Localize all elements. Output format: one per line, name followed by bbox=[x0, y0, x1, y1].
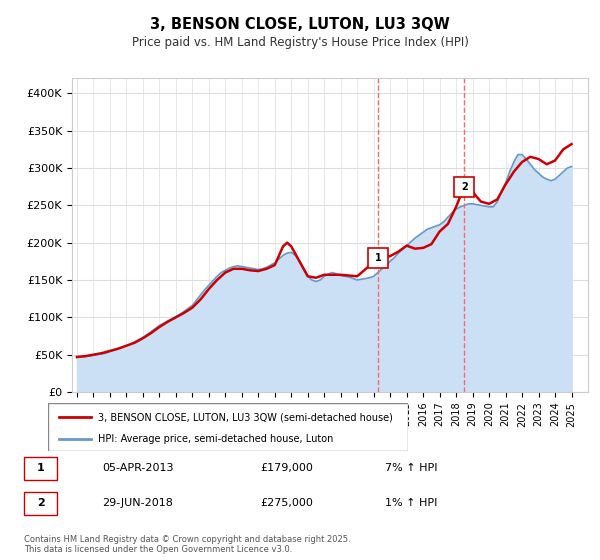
FancyBboxPatch shape bbox=[23, 457, 58, 479]
Text: Contains HM Land Registry data © Crown copyright and database right 2025.
This d: Contains HM Land Registry data © Crown c… bbox=[24, 535, 350, 554]
Text: 7% ↑ HPI: 7% ↑ HPI bbox=[385, 463, 437, 473]
Text: £275,000: £275,000 bbox=[260, 498, 313, 508]
Text: 2: 2 bbox=[37, 498, 44, 508]
Text: 1: 1 bbox=[37, 463, 44, 473]
Text: HPI: Average price, semi-detached house, Luton: HPI: Average price, semi-detached house,… bbox=[98, 434, 334, 444]
Text: 3, BENSON CLOSE, LUTON, LU3 3QW: 3, BENSON CLOSE, LUTON, LU3 3QW bbox=[150, 17, 450, 32]
Text: 3, BENSON CLOSE, LUTON, LU3 3QW (semi-detached house): 3, BENSON CLOSE, LUTON, LU3 3QW (semi-de… bbox=[98, 413, 393, 422]
Text: 1% ↑ HPI: 1% ↑ HPI bbox=[385, 498, 437, 508]
FancyBboxPatch shape bbox=[48, 403, 408, 451]
Text: 29-JUN-2018: 29-JUN-2018 bbox=[103, 498, 173, 508]
Text: 2: 2 bbox=[461, 181, 467, 192]
Text: 05-APR-2013: 05-APR-2013 bbox=[103, 463, 174, 473]
Text: Price paid vs. HM Land Registry's House Price Index (HPI): Price paid vs. HM Land Registry's House … bbox=[131, 36, 469, 49]
FancyBboxPatch shape bbox=[23, 492, 58, 515]
Text: £179,000: £179,000 bbox=[260, 463, 313, 473]
Text: 1: 1 bbox=[375, 253, 382, 263]
